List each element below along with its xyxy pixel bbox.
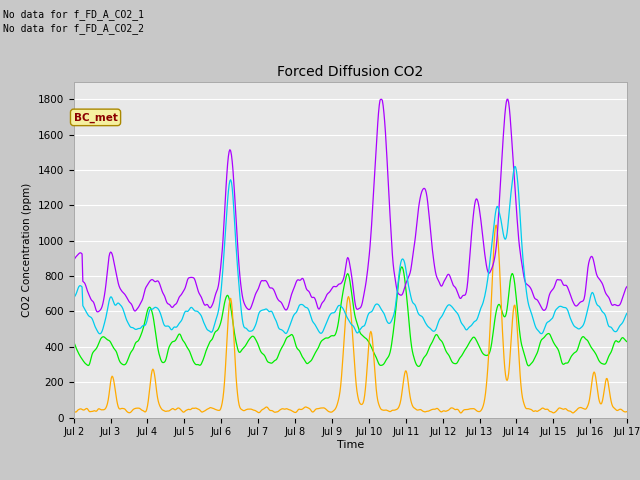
Y-axis label: CO2 Concentration (ppm): CO2 Concentration (ppm) — [22, 182, 32, 317]
Text: No data for f_FD_A_CO2_1: No data for f_FD_A_CO2_1 — [3, 9, 144, 20]
Text: BC_met: BC_met — [74, 112, 118, 122]
X-axis label: Time: Time — [337, 440, 364, 450]
Text: No data for f_FD_A_CO2_2: No data for f_FD_A_CO2_2 — [3, 23, 144, 34]
Legend: FD_B_CO2_1, FD_B_CO2_2, FD_C_CO2_1, FD_C_CO2_2: FD_B_CO2_1, FD_B_CO2_2, FD_C_CO2_1, FD_C… — [144, 477, 557, 480]
Title: Forced Diffusion CO2: Forced Diffusion CO2 — [277, 65, 424, 79]
